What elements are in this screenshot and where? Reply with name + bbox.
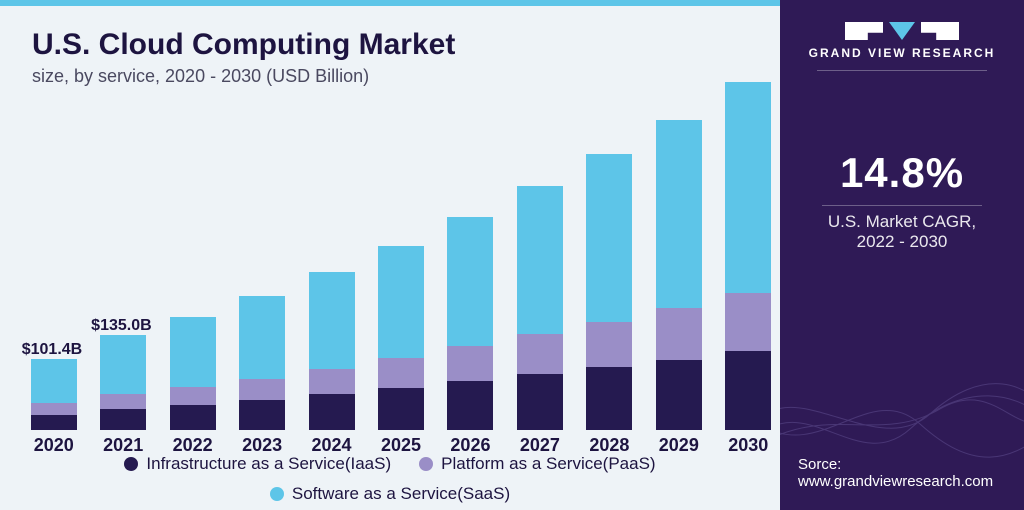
chart-area: $101.4B $135.0B	[22, 78, 780, 430]
bar-segment-saas	[447, 217, 493, 347]
bar-column	[373, 246, 428, 430]
legend-label: Software as a Service(SaaS)	[292, 484, 510, 504]
bar-segment-paas	[239, 379, 285, 400]
bar-segment-iaas	[725, 351, 771, 430]
legend-label: Platform as a Service(PaaS)	[441, 454, 655, 474]
x-tick-label: 2028	[582, 435, 637, 456]
bar-segment-saas	[378, 246, 424, 359]
sidebar-panel: GRAND VIEW RESEARCH 14.8% U.S. Market CA…	[780, 0, 1024, 510]
legend: Infrastructure as a Service(IaaS) Platfor…	[0, 454, 780, 504]
x-tick-label: 2020	[26, 435, 81, 456]
x-tick-label: 2021	[95, 435, 150, 456]
x-tick-label: 2024	[304, 435, 359, 456]
divider	[817, 70, 987, 71]
legend-swatch-icon	[270, 487, 284, 501]
legend-item: Software as a Service(SaaS)	[270, 484, 510, 504]
cagr-callout: 14.8% U.S. Market CAGR, 2022 - 2030	[822, 149, 982, 252]
x-tick-label: 2030	[721, 435, 776, 456]
source-link[interactable]: www.grandviewresearch.com	[798, 473, 993, 490]
bar-segment-saas	[309, 272, 355, 369]
x-tick-label: 2022	[165, 435, 220, 456]
stacked-bar	[447, 217, 493, 430]
bar-segment-saas	[656, 120, 702, 309]
bar-segment-iaas	[309, 394, 355, 430]
stacked-bar	[309, 272, 355, 430]
legend-item: Infrastructure as a Service(IaaS)	[124, 454, 391, 474]
bar-segment-paas	[656, 308, 702, 359]
bar-segment-saas	[170, 317, 216, 387]
bar-segment-paas	[586, 322, 632, 367]
bar-segment-paas	[31, 403, 77, 414]
bar-segment-iaas	[239, 400, 285, 430]
bar-segment-paas	[378, 358, 424, 388]
infographic-canvas: U.S. Cloud Computing Market size, by ser…	[0, 0, 1024, 510]
stacked-bar	[239, 296, 285, 430]
bar-segment-paas	[447, 346, 493, 380]
brand-logo-icon	[845, 22, 959, 40]
bar-segment-saas	[725, 82, 771, 293]
cagr-label-1: U.S. Market CAGR,	[822, 212, 982, 232]
x-tick-label: 2023	[234, 435, 289, 456]
bar-column	[26, 359, 81, 430]
bar-segment-saas	[586, 154, 632, 322]
bar-segment-paas	[100, 394, 146, 409]
bar-segment-iaas	[586, 367, 632, 430]
stacked-bar	[170, 317, 216, 430]
bar-column	[443, 217, 498, 430]
bar-segment-iaas	[378, 388, 424, 430]
stacked-bar	[725, 82, 771, 430]
bar-segment-iaas	[517, 374, 563, 430]
bar-segment-iaas	[656, 360, 702, 430]
bar-column	[582, 154, 637, 430]
stacked-bar	[100, 335, 146, 430]
stacked-bar	[378, 246, 424, 430]
legend-label: Infrastructure as a Service(IaaS)	[146, 454, 391, 474]
cagr-label-2: 2022 - 2030	[822, 232, 982, 252]
bar-column	[651, 120, 706, 430]
x-tick-label: 2027	[512, 435, 567, 456]
source-line: Sorce: www.grandviewresearch.com	[798, 456, 993, 490]
bar-segment-saas	[517, 186, 563, 334]
x-axis-labels: 2020 2021 2022 2023 2024 2025 2026 2027 2028 2029…	[22, 435, 780, 456]
decorative-waves-icon	[780, 374, 1024, 464]
stacked-bar	[517, 186, 563, 430]
bar-annotation: $101.4B	[22, 341, 83, 359]
bar-column	[234, 296, 289, 430]
legend-swatch-icon	[419, 457, 433, 471]
bar-segment-saas	[31, 359, 77, 404]
bar-segment-iaas	[100, 409, 146, 430]
bar-segment-iaas	[170, 405, 216, 430]
cagr-value: 14.8%	[822, 149, 982, 197]
bar-annotation: $135.0B	[91, 317, 152, 335]
bar-column	[512, 186, 567, 430]
bar-column	[165, 317, 220, 430]
chart-title: U.S. Cloud Computing Market	[32, 28, 770, 62]
bar-segment-iaas	[31, 415, 77, 430]
bar-column	[95, 335, 150, 430]
brand-logo-text: GRAND VIEW RESEARCH	[809, 46, 996, 60]
bar-segment-saas	[100, 335, 146, 394]
stacked-bar	[586, 154, 632, 430]
x-tick-label: 2025	[373, 435, 428, 456]
bar-segment-paas	[309, 369, 355, 394]
bar-segment-iaas	[447, 381, 493, 430]
legend-item: Platform as a Service(PaaS)	[419, 454, 655, 474]
stacked-bar	[31, 359, 77, 430]
chart-panel: U.S. Cloud Computing Market size, by ser…	[0, 0, 780, 510]
bar-column	[304, 272, 359, 430]
bar-segment-paas	[725, 293, 771, 351]
bar-column	[721, 82, 776, 430]
bar-segment-paas	[170, 387, 216, 405]
source-label: Sorce:	[798, 456, 841, 473]
stacked-bar	[656, 120, 702, 430]
bar-segment-paas	[517, 334, 563, 373]
legend-swatch-icon	[124, 457, 138, 471]
bar-segment-saas	[239, 296, 285, 379]
x-tick-label: 2026	[443, 435, 498, 456]
x-tick-label: 2029	[651, 435, 706, 456]
